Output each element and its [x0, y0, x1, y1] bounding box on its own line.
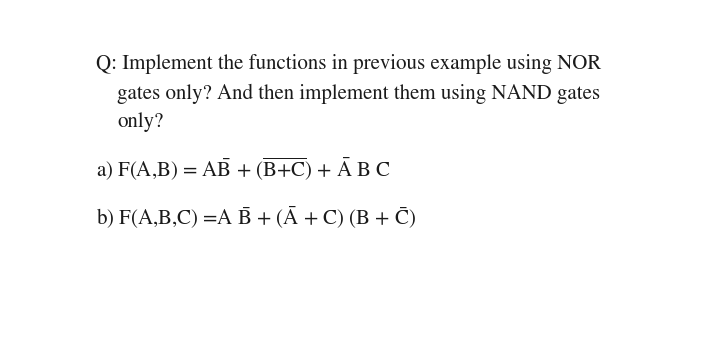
- Text: b) F(A,B,C) =A $\mathregular{\bar{B}}$ + ($\mathregular{\bar{A}}$ + C) (B + $\ma: b) F(A,B,C) =A $\mathregular{\bar{B}}$ +…: [96, 205, 416, 231]
- Text: a) F(A,B) = A$\mathregular{\bar{B}}$ + ($\mathregular{\overline{B{+}C}}$) + $\ma: a) F(A,B) = A$\mathregular{\bar{B}}$ + (…: [96, 155, 391, 182]
- Text: only?: only?: [117, 113, 163, 132]
- Text: Q: Implement the functions in previous example using NOR: Q: Implement the functions in previous e…: [96, 54, 601, 74]
- Text: gates only? And then implement them using NAND gates: gates only? And then implement them usin…: [117, 83, 600, 104]
